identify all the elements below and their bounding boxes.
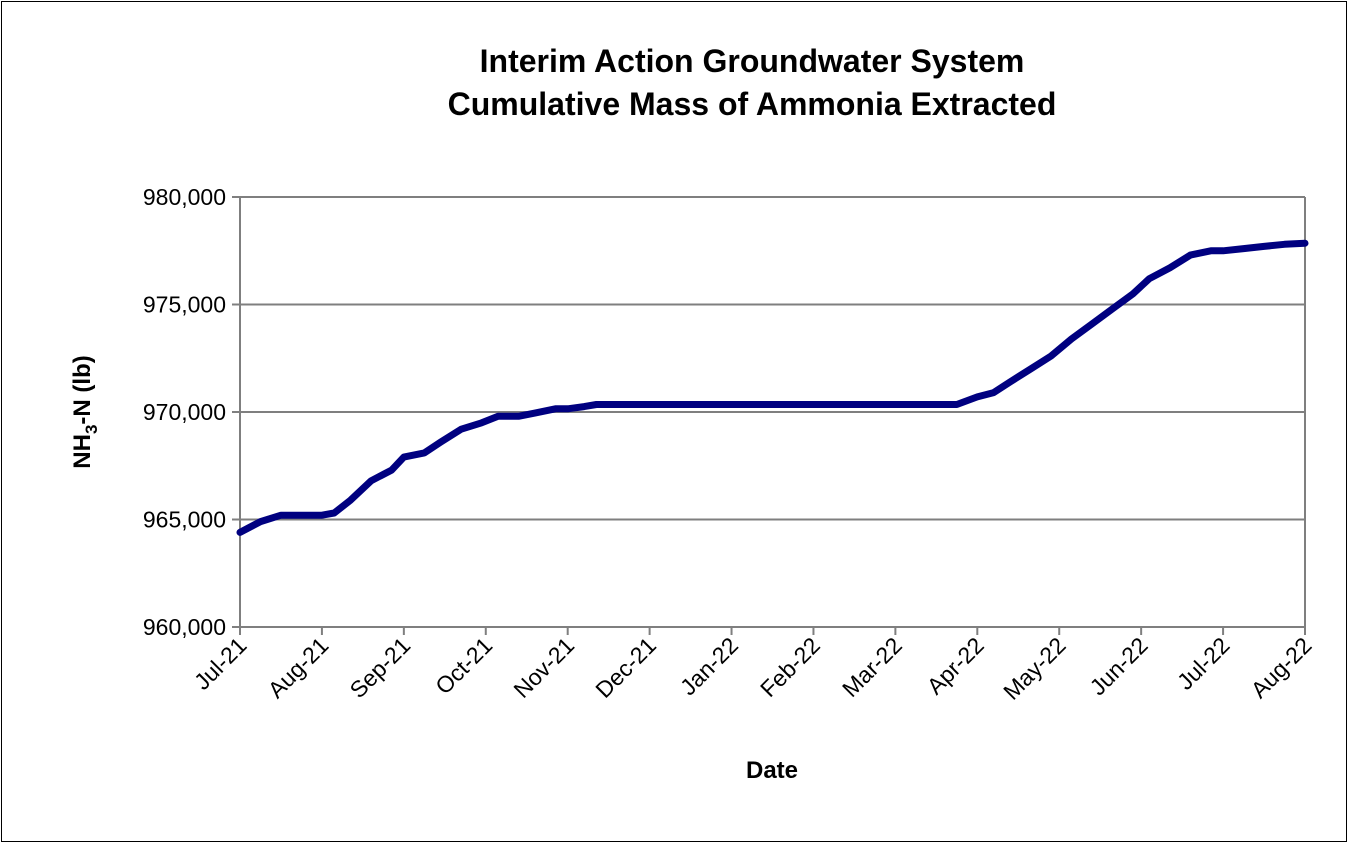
x-tick-label: Aug-21 [263, 632, 334, 703]
axes [239, 197, 1305, 635]
y-tick-label: 965,000 [143, 507, 226, 533]
x-tick-label: Oct-21 [430, 632, 497, 699]
x-tick-label: May-22 [998, 632, 1071, 705]
chart-title-line-2: Cumulative Mass of Ammonia Extracted [448, 86, 1057, 122]
x-tick-label: Feb-22 [755, 632, 825, 702]
y-tick-label: 980,000 [143, 184, 226, 210]
y-axis-ticks: 960,000 965,000 970,000 975,000 980,000 [143, 184, 240, 640]
y-axis-label-main: NH [69, 434, 96, 469]
x-tick-label: Apr-22 [922, 632, 989, 699]
x-tick-label: Jan-22 [675, 632, 743, 700]
y-tick-label: 970,000 [143, 399, 226, 425]
y-axis-label: NH3-N (lb) [69, 355, 101, 468]
x-tick-label: Nov-21 [508, 632, 579, 703]
x-tick-label: Jul-22 [1172, 632, 1235, 695]
y-axis-label-subscript: 3 [82, 425, 101, 434]
y-tick-label: 975,000 [143, 292, 226, 318]
y-tick-label: 960,000 [143, 614, 226, 640]
series-layer [236, 239, 1309, 536]
x-tick-label: Sep-21 [345, 632, 416, 703]
x-tick-label: Jun-22 [1085, 632, 1153, 700]
chart-title-line-1: Interim Action Groundwater System [480, 43, 1025, 79]
gridlines [240, 196, 1306, 628]
x-tick-label: Mar-22 [837, 632, 907, 702]
x-tick-label: Aug-22 [1246, 632, 1317, 703]
series-line [236, 239, 1309, 536]
x-tick-label: Dec-21 [590, 632, 661, 703]
x-axis-ticks: Jul-21 Aug-21 Sep-21 Oct-21 Nov-21 Dec-21 Jan-… [189, 627, 1317, 705]
y-axis-label-rest: -N (lb) [69, 355, 96, 424]
x-tick-label: Jul-21 [189, 632, 252, 695]
x-axis-label: Date [746, 757, 798, 784]
